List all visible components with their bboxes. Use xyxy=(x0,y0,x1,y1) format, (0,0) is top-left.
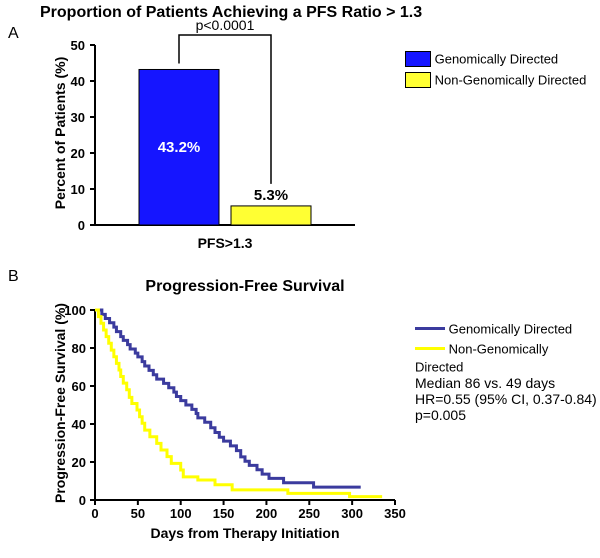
svg-text:0: 0 xyxy=(79,493,86,508)
svg-text:150: 150 xyxy=(213,506,235,521)
svg-text:30: 30 xyxy=(71,110,85,125)
panel-b-stats: Median 86 vs. 49 daysHR=0.55 (95% CI, 0.… xyxy=(415,375,597,423)
panel-b-label: B xyxy=(8,268,19,286)
svg-text:350: 350 xyxy=(384,506,406,521)
panel-b-ylabel: Progression-Free Survival (%) xyxy=(52,293,68,513)
legend-item: Non-Genomically Directed xyxy=(405,71,586,89)
bar-label-genomic: 43.2% xyxy=(158,139,201,156)
svg-text:60: 60 xyxy=(72,379,86,394)
legend-label: Genomically Directed xyxy=(431,51,558,66)
legend-label: Non-Genomically Directed xyxy=(415,341,548,374)
panel-a-label: A xyxy=(8,25,19,43)
legend-item: Non-Genomically Directed xyxy=(415,340,600,376)
svg-text:100: 100 xyxy=(170,506,192,521)
panel-a-ylabel: Percent of Patients (%) xyxy=(52,43,68,223)
svg-text:0: 0 xyxy=(91,506,98,521)
svg-text:40: 40 xyxy=(71,74,85,89)
svg-text:10: 10 xyxy=(71,182,85,197)
legend-line-swatch xyxy=(415,347,445,350)
svg-text:0: 0 xyxy=(78,218,85,233)
stats-line: p=0.005 xyxy=(415,407,597,423)
bar-label-nongenomic: 5.3% xyxy=(254,187,288,204)
pvalue-text: p<0.0001 xyxy=(196,17,255,33)
panel-b-legend: Genomically Directed Non-Genomically Dir… xyxy=(415,320,600,378)
survival-line-nongenomic xyxy=(95,310,382,497)
svg-text:40: 40 xyxy=(72,417,86,432)
panel-a-legend: Genomically Directed Non-Genomically Dir… xyxy=(405,50,586,92)
svg-text:80: 80 xyxy=(72,341,86,356)
legend-item: Genomically Directed xyxy=(405,50,586,68)
survival-chart: 020406080100050100150200250300350 xyxy=(95,310,395,500)
svg-text:250: 250 xyxy=(298,506,320,521)
bar-chart: 0102030405043.2%5.3%p<0.0001 xyxy=(95,45,355,225)
svg-text:20: 20 xyxy=(71,146,85,161)
panel-a-xlabel: PFS>1.3 xyxy=(165,235,285,251)
svg-text:50: 50 xyxy=(71,38,85,53)
svg-text:50: 50 xyxy=(131,506,145,521)
svg-text:200: 200 xyxy=(256,506,278,521)
legend-label: Genomically Directed xyxy=(445,321,572,336)
survival-line-genomic xyxy=(95,310,361,487)
legend-swatch xyxy=(405,51,431,67)
legend-swatch xyxy=(405,72,431,88)
legend-label: Non-Genomically Directed xyxy=(431,72,586,87)
stats-line: Median 86 vs. 49 days xyxy=(415,375,597,391)
bar-nongenomic xyxy=(231,206,311,225)
legend-line-swatch xyxy=(415,327,445,330)
legend-item: Genomically Directed xyxy=(415,320,600,338)
svg-text:300: 300 xyxy=(341,506,363,521)
panel-b-xlabel: Days from Therapy Initiation xyxy=(130,525,360,541)
svg-text:20: 20 xyxy=(72,455,86,470)
panel-b-title: Progression-Free Survival xyxy=(90,278,400,296)
stats-line: HR=0.55 (95% CI, 0.37-0.84) xyxy=(415,391,597,407)
